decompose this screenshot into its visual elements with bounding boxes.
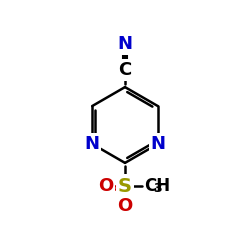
Text: CH: CH	[144, 177, 170, 195]
Text: 3: 3	[153, 182, 162, 195]
Text: O: O	[118, 197, 132, 215]
Text: S: S	[118, 176, 132, 196]
Text: N: N	[118, 35, 132, 53]
Text: O: O	[98, 177, 113, 195]
Text: N: N	[85, 135, 100, 153]
Text: C: C	[118, 61, 132, 79]
Text: N: N	[150, 135, 165, 153]
